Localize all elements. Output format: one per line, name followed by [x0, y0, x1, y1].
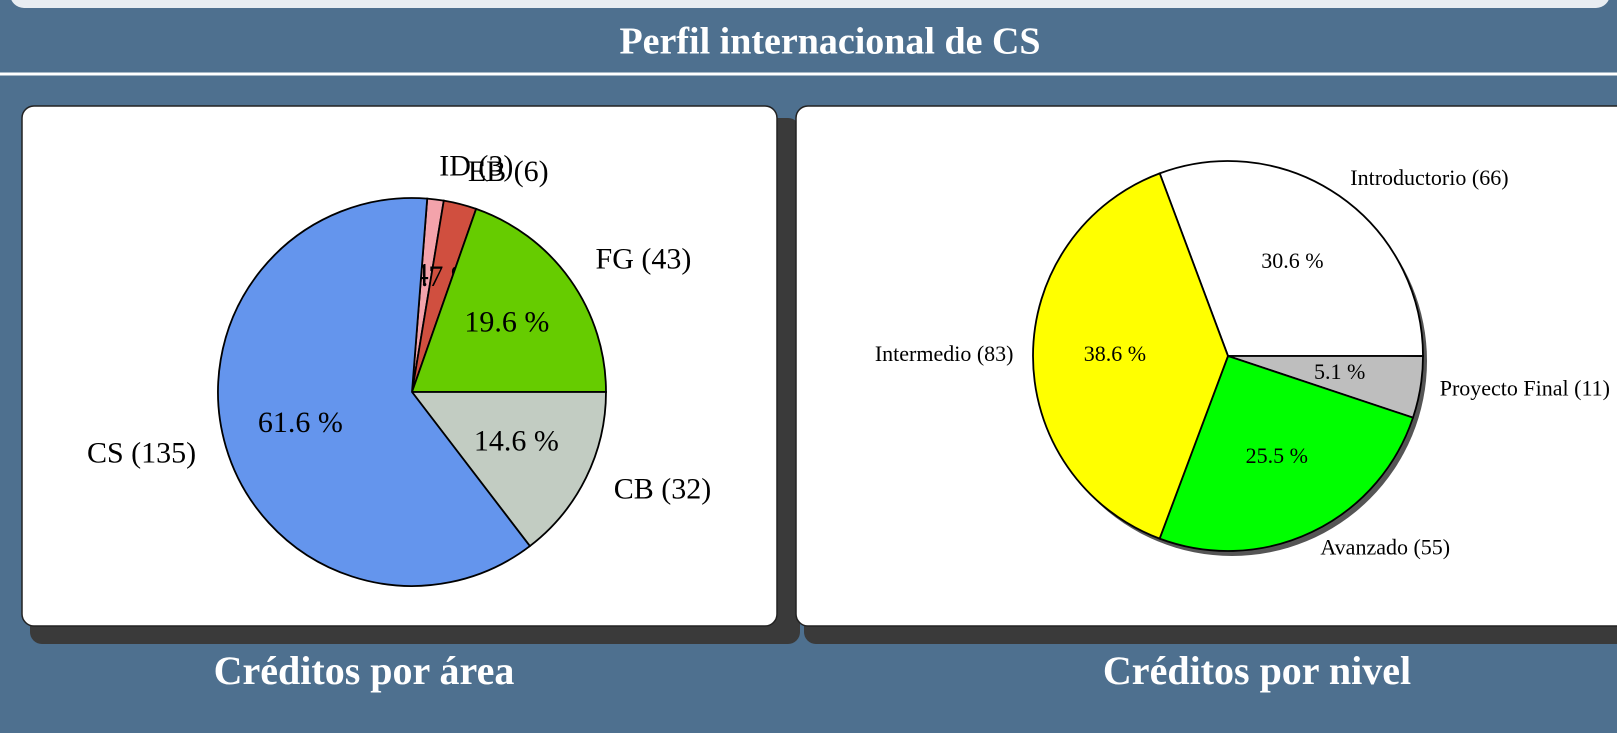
pie-slice — [410, 207, 607, 393]
percent-label: 14.6 % — [474, 424, 559, 457]
percent-label: 38.6 % — [1084, 341, 1146, 366]
pie-slice — [217, 197, 532, 587]
chart: ID (3)1.4 %EB (6)2.7 %FG (43)19.6 %CB (3… — [87, 150, 712, 587]
slice-label: ID (3) — [439, 150, 513, 183]
percent-label: 19.6 % — [464, 306, 549, 339]
pie-slice — [1032, 172, 1229, 540]
chart-title: Créditos por área — [214, 648, 515, 693]
slice-label: Intermedio (83) — [875, 341, 1014, 366]
chart-title: Créditos por nivel — [1103, 648, 1411, 693]
pie-slice — [410, 391, 607, 548]
slide-title: Perfil internacional de CS — [619, 21, 1040, 63]
slice-label: EB (6) — [468, 155, 549, 188]
pie-slice — [1158, 160, 1424, 357]
percent-label: 25.5 % — [1246, 443, 1308, 468]
slice-label: Proyecto Final (11) — [1440, 375, 1610, 400]
slice-label: CS (135) — [87, 437, 196, 470]
slice-label: Avanzado (55) — [1320, 535, 1450, 560]
percent-label: 5.1 % — [1314, 359, 1365, 384]
pie-slice — [1158, 354, 1415, 552]
percent-label: 61.6 % — [258, 406, 343, 439]
slice-label: CB (32) — [614, 473, 712, 506]
top-bar — [11, 0, 1609, 8]
percent-label: 30.6 % — [1261, 248, 1323, 273]
slice-label: Introductorio (66) — [1350, 165, 1508, 190]
chart: Introductorio (66) 30.6 % Proyecto Final (… — [875, 160, 1610, 560]
slice-label: FG (43) — [596, 243, 692, 276]
